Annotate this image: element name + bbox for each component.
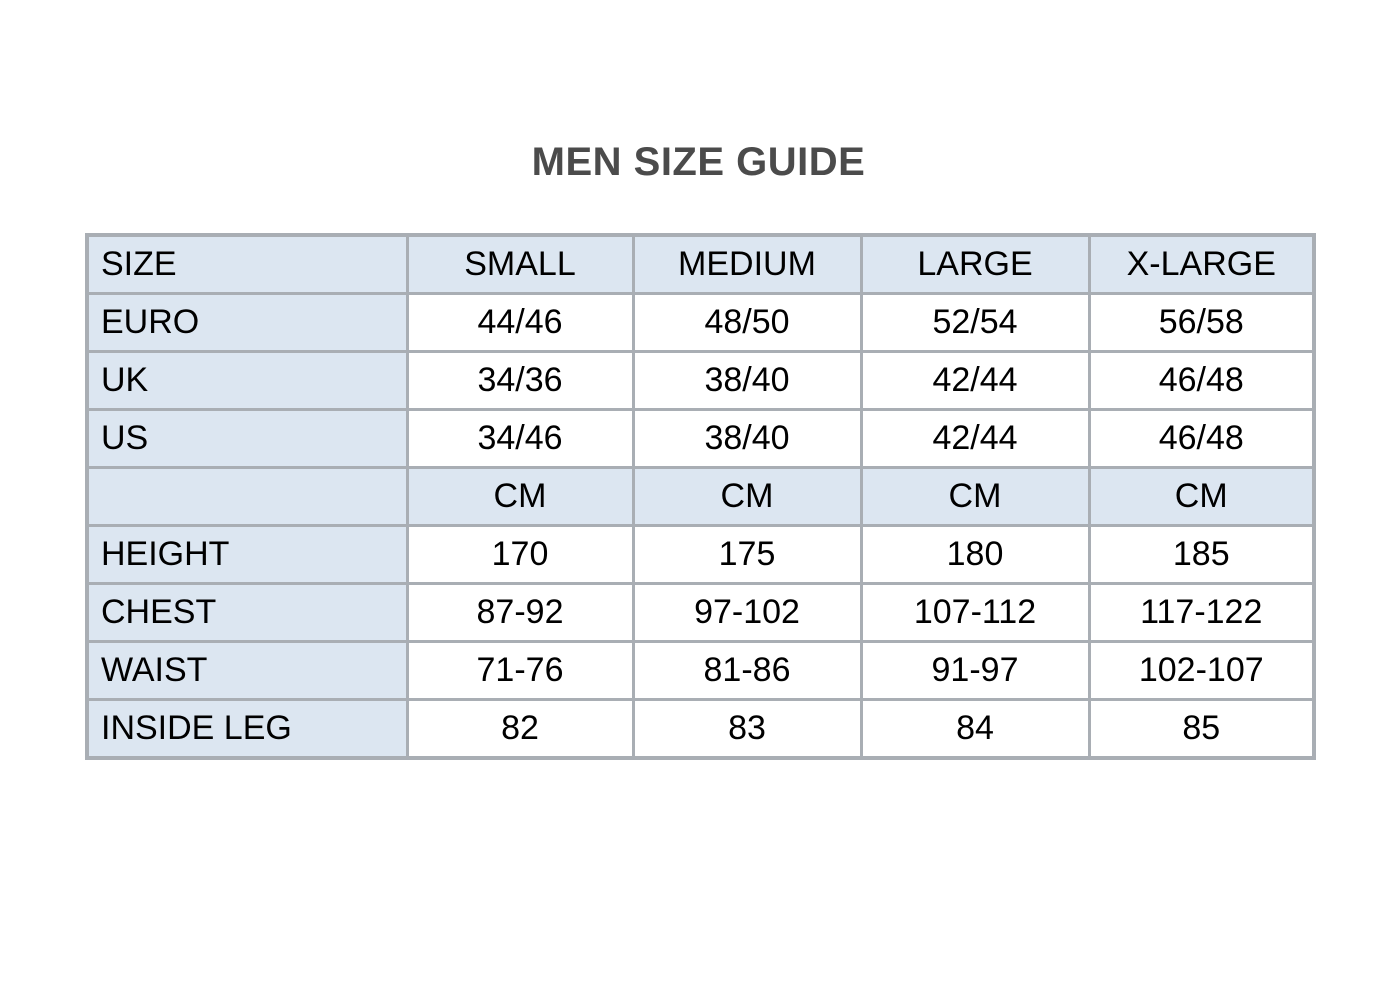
header-row: SIZE SMALL MEDIUM LARGE X-LARGE: [85, 233, 1316, 295]
size-guide-table: SIZE SMALL MEDIUM LARGE X-LARGE EURO 44/46 48/…: [85, 233, 1316, 760]
size-value-cell: 42/44: [859, 350, 1091, 411]
size-value-cell: 44/46: [405, 292, 635, 353]
table-row: EURO 44/46 48/50 52/54 56/58: [85, 292, 1316, 353]
size-value-cell: 84: [859, 698, 1091, 760]
table-row: UK 34/36 38/40 42/44 46/48: [85, 350, 1316, 411]
size-value-cell: 85: [1087, 698, 1316, 760]
row-label: CHEST: [85, 582, 409, 643]
size-value-cell: 107-112: [859, 582, 1091, 643]
column-header: SMALL: [405, 233, 635, 295]
size-value-cell: 185: [1087, 524, 1316, 585]
size-value-cell: 34/36: [405, 350, 635, 411]
size-value-cell: 71-76: [405, 640, 635, 701]
column-header-size: SIZE: [85, 233, 409, 295]
size-value-cell: CM: [631, 466, 863, 527]
table-row: CHEST 87-92 97-102 107-112 117-122: [85, 582, 1316, 643]
size-value-cell: 48/50: [631, 292, 863, 353]
size-value-cell: 175: [631, 524, 863, 585]
column-header: MEDIUM: [631, 233, 863, 295]
size-value-cell: 170: [405, 524, 635, 585]
size-value-cell: 56/58: [1087, 292, 1316, 353]
size-value-cell: 52/54: [859, 292, 1091, 353]
size-value-cell: 117-122: [1087, 582, 1316, 643]
size-value-cell: CM: [859, 466, 1091, 527]
size-value-cell: 97-102: [631, 582, 863, 643]
table-row: CM CM CM CM: [85, 466, 1316, 527]
table-body: EURO 44/46 48/50 52/54 56/58 UK 34/36 38/40 42/4…: [85, 292, 1316, 760]
size-value-cell: 46/48: [1087, 408, 1316, 469]
size-value-cell: CM: [405, 466, 635, 527]
size-value-cell: 46/48: [1087, 350, 1316, 411]
row-label: UK: [85, 350, 409, 411]
row-label: [85, 466, 409, 527]
size-value-cell: 42/44: [859, 408, 1091, 469]
row-label: WAIST: [85, 640, 409, 701]
row-label: US: [85, 408, 409, 469]
size-value-cell: 38/40: [631, 350, 863, 411]
size-value-cell: 81-86: [631, 640, 863, 701]
table-row: INSIDE LEG 82 83 84 85: [85, 698, 1316, 760]
size-value-cell: 83: [631, 698, 863, 760]
size-value-cell: 180: [859, 524, 1091, 585]
table-row: HEIGHT 170 175 180 185: [85, 524, 1316, 585]
row-label: INSIDE LEG: [85, 698, 409, 760]
table-row: US 34/46 38/40 42/44 46/48: [85, 408, 1316, 469]
size-value-cell: 82: [405, 698, 635, 760]
size-value-cell: 102-107: [1087, 640, 1316, 701]
size-value-cell: 34/46: [405, 408, 635, 469]
page-title: MEN SIZE GUIDE: [531, 140, 866, 184]
size-value-cell: 87-92: [405, 582, 635, 643]
row-label: EURO: [85, 292, 409, 353]
size-value-cell: CM: [1087, 466, 1316, 527]
table-row: WAIST 71-76 81-86 91-97 102-107: [85, 640, 1316, 701]
row-label: HEIGHT: [85, 524, 409, 585]
column-header: LARGE: [859, 233, 1091, 295]
size-value-cell: 38/40: [631, 408, 863, 469]
column-header: X-LARGE: [1087, 233, 1316, 295]
size-value-cell: 91-97: [859, 640, 1091, 701]
